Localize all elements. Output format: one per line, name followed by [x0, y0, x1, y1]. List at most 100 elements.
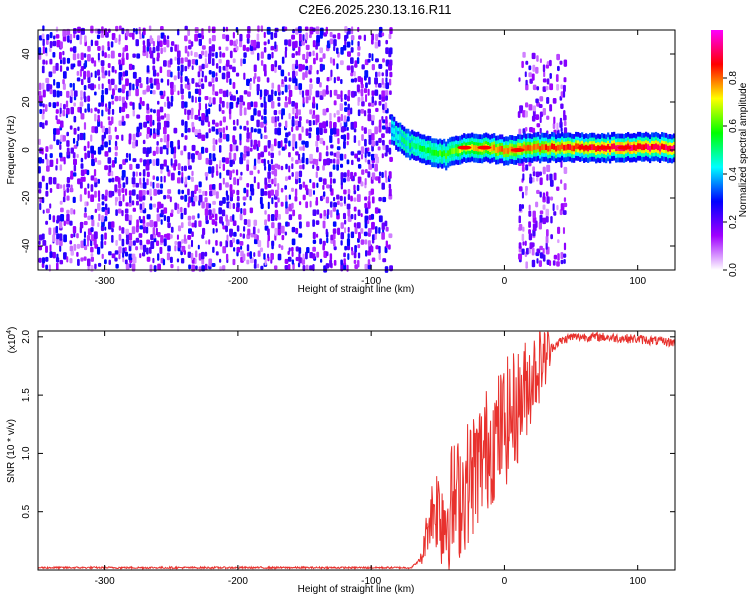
spectrogram-cell	[42, 103, 45, 108]
spectrogram-cell	[229, 228, 233, 237]
spectrogram-cell	[329, 89, 332, 98]
spectrogram-cell	[174, 202, 178, 211]
spectrogram-cell	[183, 250, 187, 255]
spectrogram-cell	[287, 263, 291, 271]
spectrogram-cell	[291, 157, 294, 162]
spectrogram-cell	[59, 245, 62, 252]
spectrogram-cell	[222, 196, 226, 204]
spectrogram-cell	[367, 159, 371, 165]
spectrogram-cell	[361, 96, 364, 102]
spectrogram-cell	[277, 84, 281, 93]
spectrogram-band-cell	[667, 145, 670, 152]
spectrogram-cell	[138, 26, 141, 35]
spectrogram-cell	[107, 63, 111, 69]
spectrogram-cell	[535, 201, 539, 208]
spectrogram-cell	[302, 96, 305, 104]
spectrogram-cell	[72, 46, 77, 53]
spectrogram-cell	[125, 263, 130, 270]
spectrogram-cell	[83, 220, 88, 226]
spectrogram-cell	[48, 102, 52, 108]
spectrogram-x-tick-label: -200	[228, 276, 248, 287]
spectrogram-cell	[360, 83, 364, 89]
spectrogram-cell	[347, 89, 351, 97]
spectrogram-cell	[62, 71, 67, 79]
spectrogram-cell	[267, 183, 272, 189]
spectrogram-cell	[45, 38, 49, 46]
spectrogram-cell	[524, 240, 527, 246]
spectrogram-cell	[107, 108, 111, 115]
spectrogram-cell	[382, 103, 385, 111]
spectrogram-cell	[191, 153, 195, 160]
spectrogram-band-cell	[413, 142, 416, 149]
spectrogram-cell	[295, 159, 299, 165]
spectrogram-cell	[198, 78, 201, 86]
spectrogram-cell	[253, 238, 258, 245]
spectrogram-cell	[56, 253, 59, 260]
spectrogram-cell	[225, 26, 229, 32]
spectrogram-cell	[197, 213, 200, 219]
spectrogram-cell	[226, 194, 229, 201]
spectrogram-cell	[69, 33, 73, 41]
spectrogram-cell	[114, 156, 117, 164]
spectrogram-cell	[200, 119, 205, 126]
spectrogram-cell	[84, 187, 87, 195]
spectrogram-cell	[122, 52, 125, 60]
spectrogram-cell	[169, 81, 174, 89]
spectrogram-cell	[273, 168, 278, 177]
snr-x-tick-label: 100	[629, 576, 646, 587]
spectrogram-cell	[49, 251, 53, 258]
spectrogram-cell	[159, 146, 163, 155]
spectrogram-cell	[146, 147, 151, 155]
spectrogram-cell	[304, 140, 309, 148]
spectrogram-cell	[277, 228, 281, 236]
spectrogram-cell	[353, 128, 357, 133]
spectrogram-cell	[354, 227, 358, 235]
spectrogram-x-tick-label: -300	[95, 276, 115, 287]
spectrogram-cell	[378, 253, 381, 261]
spectrogram-cell	[281, 78, 284, 85]
spectrogram-cell	[215, 164, 219, 171]
spectrogram-cell	[139, 33, 142, 40]
spectrogram-cell	[291, 140, 295, 147]
spectrogram-cell	[521, 166, 525, 172]
spectrogram-cell	[325, 151, 329, 157]
spectrogram-cell	[42, 89, 46, 98]
spectrogram-cell	[221, 221, 224, 226]
spectrogram-cell	[284, 144, 287, 150]
spectrogram-cell	[297, 262, 301, 268]
spectrogram-cell	[385, 82, 390, 90]
spectrogram-cell	[139, 177, 142, 185]
spectrogram-band-cell	[577, 143, 580, 150]
spectrogram-cell	[145, 114, 150, 121]
spectrogram-cell	[39, 108, 43, 115]
spectrogram-cell	[59, 144, 62, 151]
spectrogram-cell	[305, 128, 309, 136]
spectrogram-cell	[114, 145, 119, 151]
spectrogram-cell	[122, 182, 126, 188]
spectrogram-cell	[146, 159, 150, 166]
spectrogram-cell	[243, 187, 247, 194]
spectrogram-cell	[170, 226, 174, 233]
spectrogram-cell	[305, 89, 310, 96]
spectrogram-cell	[288, 152, 291, 158]
spectrogram-cell	[166, 69, 171, 78]
spectrogram-cell	[298, 177, 301, 184]
spectrogram-cell	[128, 133, 132, 141]
spectrogram-cell	[277, 183, 280, 191]
spectrogram-cell	[285, 163, 288, 170]
spectrogram-cell	[53, 35, 56, 40]
spectrogram-cell	[104, 151, 109, 157]
spectrogram-cell	[202, 190, 206, 196]
spectrogram-cell	[107, 116, 111, 121]
spectrogram-x-tick-label: -100	[361, 276, 381, 287]
spectrogram-cell	[329, 159, 333, 164]
spectrogram-cell	[261, 115, 264, 121]
spectrogram-x-tick-label: 0	[502, 276, 508, 287]
spectrogram-cell	[84, 152, 87, 160]
spectrogram-cell	[118, 253, 121, 260]
spectrogram-cell	[323, 158, 327, 166]
spectrogram-cell	[357, 259, 360, 268]
spectrogram-cell	[55, 26, 59, 33]
spectrogram-cell	[371, 172, 376, 180]
spectrogram-cell	[118, 52, 122, 58]
